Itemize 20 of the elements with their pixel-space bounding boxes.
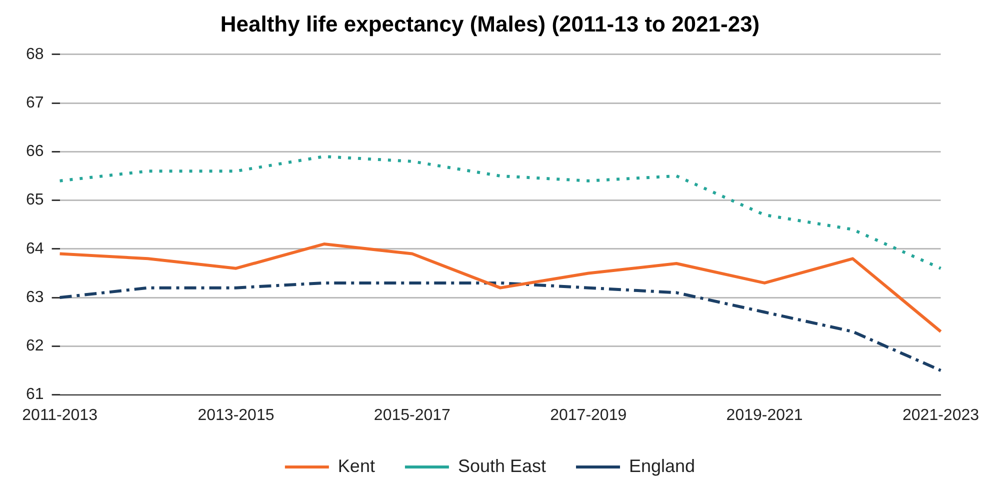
line-series <box>58 281 942 372</box>
x-tick-label: 2011-2013 <box>22 406 98 424</box>
x-tick-label: 2019-2021 <box>726 406 803 424</box>
x-tick-label: 2013-2015 <box>198 406 274 424</box>
y-tick-label: 63 <box>26 288 44 306</box>
legend-label: Kent <box>338 456 375 476</box>
y-tick-label: 64 <box>26 240 44 258</box>
y-tick-label: 61 <box>26 386 44 404</box>
legend-label: South East <box>458 456 546 476</box>
line-series <box>58 155 942 270</box>
legend-label: England <box>629 456 696 476</box>
x-tick-label: 2015-2017 <box>374 406 451 424</box>
y-tick-label: 67 <box>26 94 44 112</box>
y-tick-label: 68 <box>26 46 44 63</box>
y-tick-label: 65 <box>26 192 44 209</box>
x-tick-label: 2017-2019 <box>550 406 627 424</box>
chart-title: Healthy life expectancy (Males) (2011-13 to 2021-23) <box>220 11 760 36</box>
y-tick-label: 62 <box>26 338 44 355</box>
x-tick-label: 2021-2023 <box>902 406 980 424</box>
y-tick-label: 66 <box>26 143 44 160</box>
